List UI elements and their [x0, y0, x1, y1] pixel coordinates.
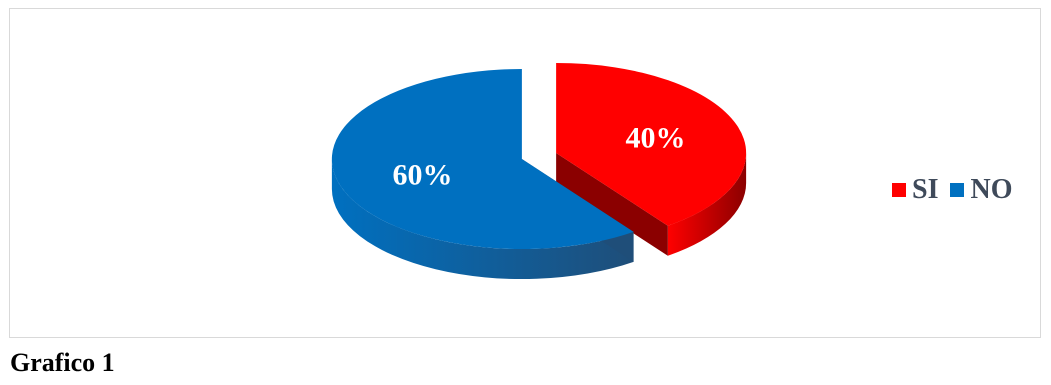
chart-area: 40% 60% SI NO [9, 8, 1041, 338]
legend-label-si: SI [912, 174, 939, 205]
slice-no [331, 69, 634, 250]
legend-swatch-no [950, 183, 965, 197]
pie-chart: 40% 60% [331, 62, 747, 280]
data-label-si: 40% [626, 122, 686, 155]
legend-item-no: NO [950, 174, 1012, 206]
slice-side-si [667, 152, 747, 256]
legend-item-si: SI [892, 174, 938, 206]
slice-side-no [331, 159, 634, 280]
legend-label-no: NO [970, 174, 1013, 205]
slice-si [556, 62, 747, 226]
slice-cut-si-1 [556, 152, 668, 256]
data-label-no: 60% [392, 158, 452, 191]
legend-swatch-si [892, 183, 906, 197]
figure-caption: Grafico 1 [10, 348, 115, 377]
legend: SI NO [892, 174, 1024, 206]
